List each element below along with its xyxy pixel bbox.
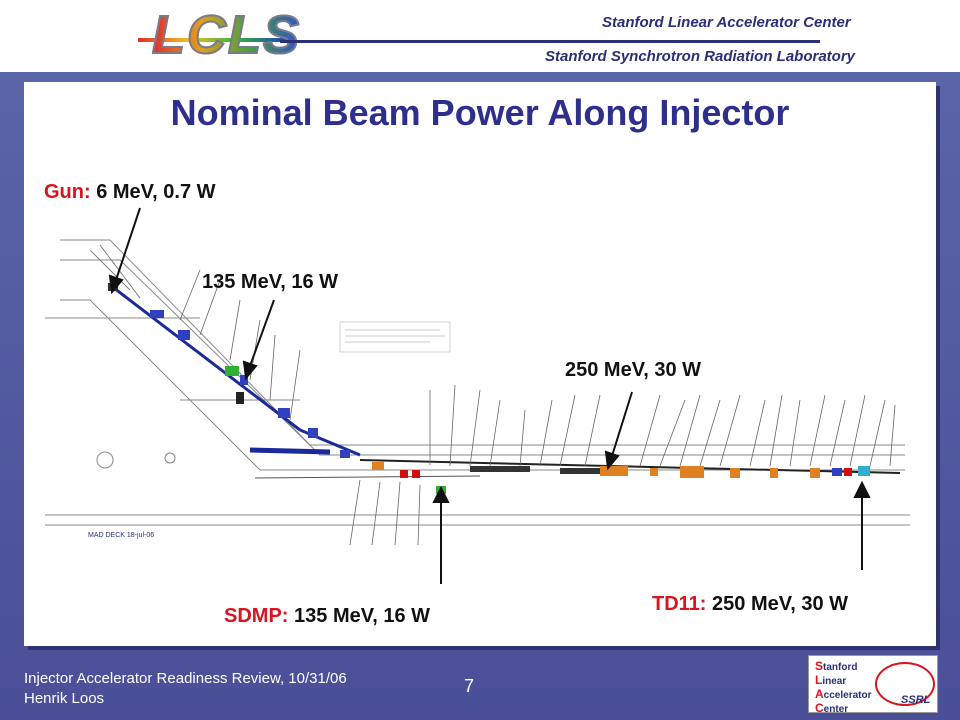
slac-ssrl-logo: Stanford Linear Accelerator Center SSRL xyxy=(808,655,938,715)
l1-label: 250 MeV, 30 W xyxy=(565,359,701,382)
mad-deck-label: MAD DECK 18-jul-06 xyxy=(88,532,154,539)
gun-label-value: 6 MeV, 0.7 W xyxy=(96,181,216,203)
td11-label-value: 250 MeV, 30 W xyxy=(712,593,849,615)
sdmp-label-value: 135 MeV, 16 W xyxy=(294,605,431,627)
header-rule xyxy=(280,40,820,43)
component-leader-lines xyxy=(89,244,896,546)
sdmp-label: SDMP: 135 MeV, 16 W xyxy=(224,605,430,628)
gun-label: Gun: 6 MeV, 0.7 W xyxy=(44,181,216,204)
footer-event: Injector Accelerator Readiness Review, 1… xyxy=(24,670,347,687)
sdmp-label-name: SDMP: xyxy=(224,605,289,627)
deck-notes xyxy=(339,321,451,353)
ssrl-ring-icon xyxy=(875,662,935,706)
footer-author: Henrik Loos xyxy=(24,690,105,707)
content-panel xyxy=(24,82,936,646)
slac-logo-text: Stanford Linear Accelerator Center xyxy=(815,659,872,715)
td11-label-name: TD11: xyxy=(652,593,707,615)
beamline xyxy=(109,283,901,479)
td11-label: TD11: 250 MeV, 30 W xyxy=(652,593,848,616)
logo-rainbow-line xyxy=(138,38,288,42)
l0-label-value: 135 MeV, 16 W xyxy=(202,271,339,293)
header-bar: LCLS Stanford Linear Accelerator Center … xyxy=(0,0,960,72)
pointer-arrows xyxy=(108,207,871,584)
l0-label: 135 MeV, 16 W xyxy=(202,271,338,294)
gun-label-name: Gun: xyxy=(44,181,91,203)
slide-title: Nominal Beam Power Along Injector xyxy=(170,92,790,133)
tunnel-walls xyxy=(45,239,910,526)
page-number: 7 xyxy=(464,676,475,696)
ssrl-logo-text: SSRL xyxy=(901,694,931,706)
lcls-logo-text: LCLS xyxy=(151,4,301,66)
lcls-logo: LCLS xyxy=(138,4,300,66)
l1-label-value: 250 MeV, 30 W xyxy=(565,359,702,381)
header-line-ssrl: Stanford Synchrotron Radiation Laborator… xyxy=(545,48,856,65)
header-line-slac: Stanford Linear Accelerator Center xyxy=(602,14,851,31)
